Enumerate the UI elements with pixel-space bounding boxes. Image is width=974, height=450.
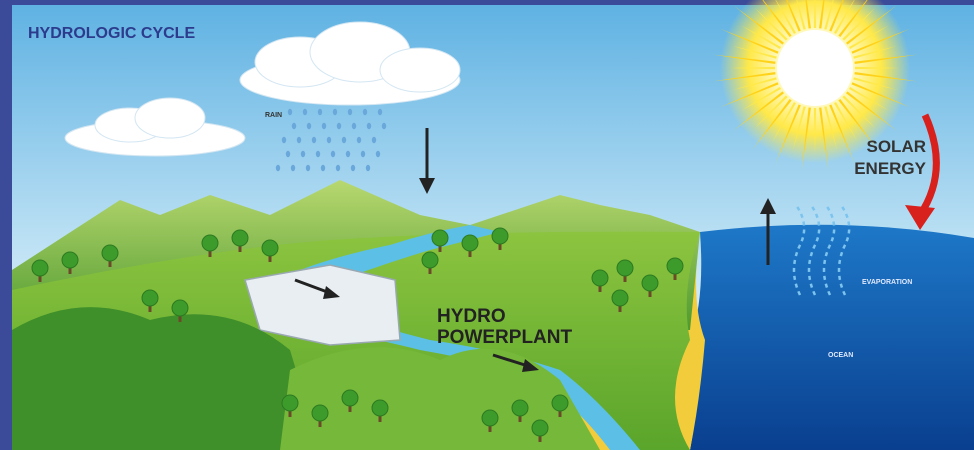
rain-drop bbox=[312, 137, 316, 143]
tree-crown bbox=[617, 260, 633, 276]
rain-drop bbox=[318, 109, 322, 115]
tree-crown bbox=[232, 230, 248, 246]
rain-drop bbox=[307, 123, 311, 129]
tree-crown bbox=[592, 270, 608, 286]
rain-drop bbox=[378, 109, 382, 115]
rain-drop bbox=[337, 123, 341, 129]
rain-drop bbox=[351, 165, 355, 171]
title: HYDROLOGIC CYCLE bbox=[28, 25, 195, 42]
tree-crown bbox=[282, 395, 298, 411]
hydro-powerplant-label: POWERPLANT bbox=[437, 327, 573, 348]
tree-crown bbox=[262, 240, 278, 256]
tree-crown bbox=[102, 245, 118, 261]
tree-crown bbox=[532, 420, 548, 436]
tree-crown bbox=[552, 395, 568, 411]
tree-crown bbox=[642, 275, 658, 291]
rain-drop bbox=[301, 151, 305, 157]
rain-drop bbox=[321, 165, 325, 171]
tree-crown bbox=[432, 230, 448, 246]
rain-drop bbox=[367, 123, 371, 129]
tree-crown bbox=[342, 390, 358, 406]
rain-drop bbox=[297, 137, 301, 143]
tree-crown bbox=[492, 228, 508, 244]
tree-crown bbox=[482, 410, 498, 426]
solar-energy-label: SOLAR bbox=[867, 137, 927, 156]
ocean-label: OCEAN bbox=[828, 352, 853, 359]
rain-drop bbox=[306, 165, 310, 171]
hydro-powerplant-label: HYDRO bbox=[437, 306, 506, 327]
hydrologic-cycle-diagram: HYDROLOGIC CYCLE RAIN SOLAR ENERGY EVAPO… bbox=[0, 0, 974, 450]
rain-drop bbox=[331, 151, 335, 157]
evaporation-label: EVAPORATION bbox=[862, 279, 912, 286]
tree-crown bbox=[462, 235, 478, 251]
rain-drop bbox=[348, 109, 352, 115]
rain-label: RAIN bbox=[265, 112, 282, 119]
rain-drop bbox=[303, 109, 307, 115]
rain-drop bbox=[336, 165, 340, 171]
tree-crown bbox=[202, 235, 218, 251]
tree-crown bbox=[512, 400, 528, 416]
sun-core bbox=[777, 30, 853, 106]
tree-crown bbox=[667, 258, 683, 274]
tree-crown bbox=[142, 290, 158, 306]
rain-drop bbox=[288, 109, 292, 115]
rain-drop bbox=[333, 109, 337, 115]
rain-drop bbox=[327, 137, 331, 143]
rain-drop bbox=[363, 109, 367, 115]
page: HYDROLOGIC CYCLE RAIN SOLAR ENERGY EVAPO… bbox=[0, 0, 974, 450]
solar-energy-label: ENERGY bbox=[854, 159, 926, 178]
rain-drop bbox=[292, 123, 296, 129]
tree-crown bbox=[422, 252, 438, 268]
rain-drop bbox=[286, 151, 290, 157]
rain-drop bbox=[376, 151, 380, 157]
rain-drop bbox=[342, 137, 346, 143]
rain-drop bbox=[361, 151, 365, 157]
tree-crown bbox=[612, 290, 628, 306]
rain-drop bbox=[357, 137, 361, 143]
rain-drop bbox=[316, 151, 320, 157]
rain-drop bbox=[366, 165, 370, 171]
ocean bbox=[690, 225, 974, 450]
tree-crown bbox=[312, 405, 328, 421]
rain-drop bbox=[372, 137, 376, 143]
rain-drop bbox=[291, 165, 295, 171]
rain-drop bbox=[382, 123, 386, 129]
tree-crown bbox=[32, 260, 48, 276]
rain-drop bbox=[282, 137, 286, 143]
tree-crown bbox=[172, 300, 188, 316]
tree-crown bbox=[62, 252, 78, 268]
rain-drop bbox=[322, 123, 326, 129]
rain-drop bbox=[346, 151, 350, 157]
rain-drop bbox=[276, 165, 280, 171]
rain-drop bbox=[352, 123, 356, 129]
tree-crown bbox=[372, 400, 388, 416]
